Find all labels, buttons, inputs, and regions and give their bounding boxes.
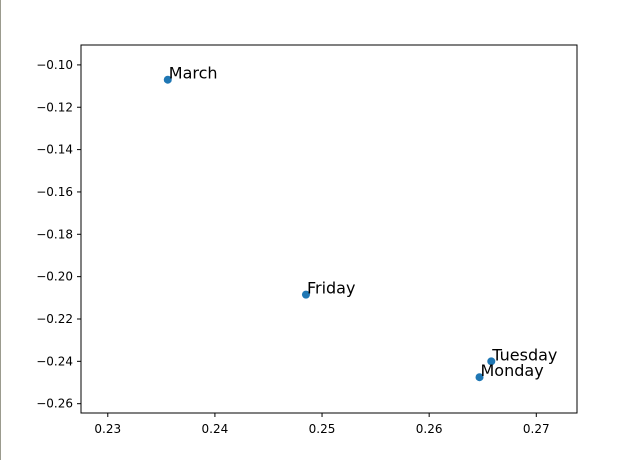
x-tick-label: 0.23 [94,422,121,436]
y-tick-label: −0.14 [36,143,73,157]
data-point-friday [301,290,310,299]
data-points [163,75,496,382]
y-tick-label: −0.20 [36,270,73,284]
y-tick-label: −0.18 [36,227,73,241]
y-tick-label: −0.22 [36,312,73,326]
point-label-march: March [169,64,218,83]
y-tick-label: −0.24 [36,354,73,368]
y-tick-label: −0.26 [36,397,73,411]
plot-area [80,44,578,414]
x-tick-label: 0.24 [202,422,229,436]
data-point-march [163,75,172,84]
window-edge [0,0,1,460]
data-point-monday [475,373,484,382]
point-label-tuesday: Tuesday [491,345,557,364]
data-point-tuesday [487,357,496,366]
y-tick-label: −0.10 [36,58,73,72]
x-tick-label: 0.25 [309,422,336,436]
y-tick-label: −0.12 [36,100,73,114]
y-axis: −0.10 −0.12 −0.14 −0.16 −0.18 −0.20 −0.22 −0.24… [36,58,81,411]
x-tick-label: 0.27 [523,422,550,436]
x-tick-label: 0.26 [416,422,443,436]
point-label-friday: Friday [307,279,356,298]
x-axis: 0.23 0.24 0.25 0.26 0.27 [94,413,550,436]
y-tick-label: −0.16 [36,185,73,199]
point-label-monday: Monday [481,361,544,380]
